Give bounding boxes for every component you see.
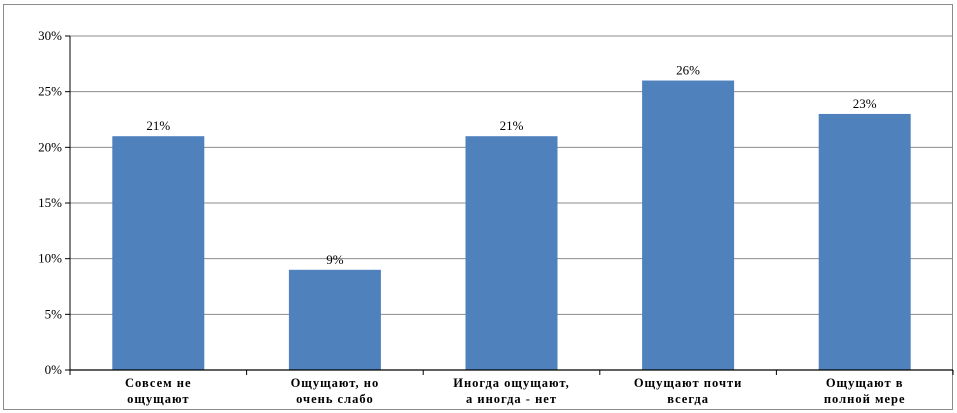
gridlines xyxy=(70,35,953,315)
y-tick-label: 5% xyxy=(45,306,63,321)
bars xyxy=(112,80,911,371)
y-tick-label: 20% xyxy=(38,139,62,154)
labels: 0% 5% 10% 15% 20% 25% 30% 21% Совсем не ощущают 9%… xyxy=(38,28,906,406)
y-tick-label: 15% xyxy=(38,195,62,210)
bar xyxy=(465,136,558,370)
data-label: 21% xyxy=(146,118,170,133)
axes xyxy=(65,35,954,375)
category-label: а иногда - нет xyxy=(466,392,557,406)
data-label: 26% xyxy=(676,63,700,78)
category-label: Совсем не xyxy=(125,376,192,390)
y-tick-label: 10% xyxy=(38,251,62,266)
bar xyxy=(112,136,205,370)
y-tick-label: 30% xyxy=(38,28,62,43)
category-label: Ощущают, но xyxy=(291,376,380,390)
data-label: 9% xyxy=(326,252,344,267)
y-tick-label: 25% xyxy=(38,84,62,99)
bar xyxy=(642,80,735,371)
bar xyxy=(818,113,911,370)
y-tick-label: 0% xyxy=(45,362,63,377)
data-label: 23% xyxy=(853,96,877,111)
category-label: ощущают xyxy=(127,392,189,406)
category-label: Иногда ощущают, xyxy=(453,376,570,390)
category-label: очень слабо xyxy=(296,392,374,406)
category-label: всегда xyxy=(667,392,709,406)
category-label: Ощущают в xyxy=(826,376,904,390)
bar xyxy=(288,269,381,370)
category-label: полной мере xyxy=(824,392,906,406)
data-label: 21% xyxy=(500,118,524,133)
category-label: Ощущают почти xyxy=(634,376,743,390)
